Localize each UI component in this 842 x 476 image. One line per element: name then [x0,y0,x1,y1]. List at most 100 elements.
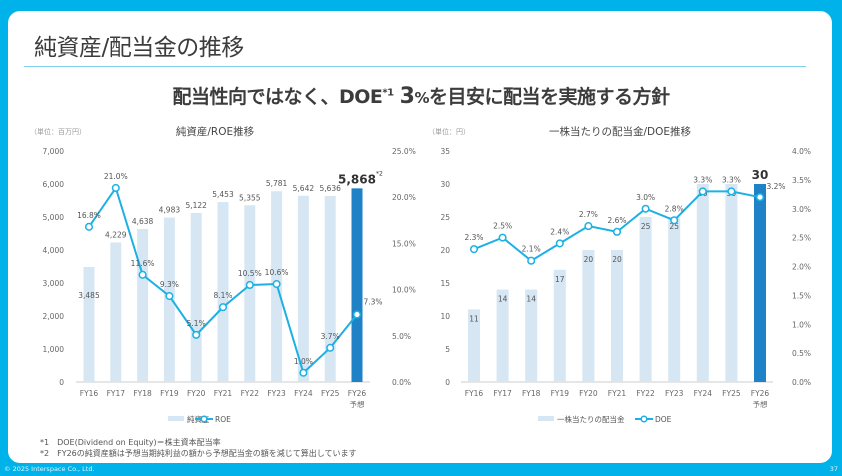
bar-value-label-highlight: 5,868 [338,172,376,186]
x-tick-label: FY24 [294,389,313,398]
unit-label: （単位：円） [428,127,470,136]
y-tick-label: 15 [440,279,450,288]
headline-percent: % [414,89,430,107]
line-value-label: 11.6% [131,259,155,268]
line-point [612,227,622,236]
bar-value-label: 5,781 [266,179,288,188]
y-tick-label: 0 [59,378,64,387]
line-point [527,256,536,265]
line-value-label: 2.7% [579,210,598,219]
line-value-label: 21.0% [104,172,128,181]
bar-value-label: 5,453 [212,190,234,199]
headline-footnote-mark: *1 [382,87,394,99]
page-number: 37 [829,465,838,473]
bar-value-label: 4,229 [105,230,127,239]
y-tick-label: 5,000 [43,213,65,222]
x-tick-label: FY19 [160,389,179,398]
legend-bar-label: 一株当たりの配当金 [557,414,625,424]
line-value-label: 2.4% [550,227,569,236]
y2-tick-label: 2.0% [792,263,811,272]
y2-tick-label: 2.5% [792,234,811,243]
bar-value-label: 20 [584,255,594,264]
line-point [111,183,120,193]
bar [137,228,149,382]
bar-value-label: 14 [498,295,508,304]
bar [525,289,538,382]
line-value-label: 2.5% [493,222,512,231]
net-assets-roe-chart: （単位：百万円） 純資産/ROE推移 0 1,000 2,000 3,000 4,000 5,… [30,125,416,424]
y-tick-label: 7,000 [43,147,65,156]
y2-tick-label: 10.0% [392,286,416,295]
bar [496,289,509,382]
line-value-label: 10.5% [238,269,262,278]
bar-value-label: 4,983 [159,206,181,215]
x-tick-label: FY26 [751,389,770,398]
y2-tick-label: 0.0% [392,378,411,387]
y-tick-label: 10 [440,312,450,321]
bar [297,195,309,382]
y2-tick-label: 1.0% [792,320,811,329]
footnote-1: *1 DOE(Dividend on Equity)＝株主資本配当率 [40,438,221,447]
x-tick-label: FY24 [694,389,713,398]
bar-value-label: 5,355 [239,193,261,202]
line-value-label: 2.3% [464,233,483,242]
x-tick-label: FY23 [267,389,286,398]
legend-bar-swatch [538,416,554,421]
line-point [352,310,362,319]
bar [190,212,202,382]
bar [696,184,709,382]
x-tick-label: FY20 [187,389,206,398]
bar-value-label-highlight: 30 [752,168,769,182]
x-tick-label: FY21 [608,389,627,398]
bar [725,184,738,382]
y2-tick-label: 0.0% [792,378,811,387]
bar [754,184,766,382]
y2-tick-label: 1.5% [792,291,811,300]
line-value-label: 3.2% [766,182,785,191]
footnote-2: *2 FY26の純資産額は予想当期純利益の額から予想配当金の額を減じて算出してい… [40,449,357,458]
x-tick-sublabel: 予想 [753,399,768,409]
line-point [84,222,94,231]
headline-number: 3 [399,84,415,109]
legend-bar-swatch [168,416,184,421]
headline-pre: 配当性向ではなく、DOE [172,86,383,108]
bar-value-label: 11 [469,314,479,323]
line-point [469,245,479,254]
y-tick-label: 35 [440,147,450,156]
legend-line-marker [640,415,648,423]
line-value-label: 3.7% [321,332,340,341]
line-point [165,292,174,301]
policy-headline: 配当性向ではなく、DOE*1 3%を目安に配当を実施する方針 [0,82,842,109]
x-tick-label: FY25 [722,389,741,398]
line-value-label: 16.8% [77,211,101,220]
x-tick-label: FY16 [80,389,99,398]
line-point [670,216,679,225]
x-tick-label: FY23 [665,389,684,398]
x-tick-label: FY25 [321,389,340,398]
line-value-label: 2.1% [522,245,541,254]
bar-value-label: 14 [526,295,536,304]
x-tick-label: FY16 [465,389,484,398]
bar [582,250,595,382]
y-tick-label: 25 [440,213,450,222]
y-tick-label: 4,000 [43,246,65,255]
y2-tick-label: 3.0% [792,205,811,214]
line-value-label: 8.1% [213,291,232,300]
line-value-label: 1.0% [294,357,313,366]
y2-tick-label: 25.0% [392,147,416,156]
line-point [498,233,507,242]
x-tick-sublabel: 予想 [350,399,365,409]
line-point [555,239,564,248]
bar [639,217,652,382]
line-point [218,303,228,312]
x-tick-label: FY18 [133,389,152,398]
y2-tick-label: 4.0% [792,147,811,156]
line-value-label: 5.1% [187,319,206,328]
bar-value-label: 4,638 [132,217,154,226]
line-value-label: 10.6% [265,268,289,277]
line-point [299,368,308,377]
y-tick-label: 2,000 [43,312,65,321]
line-point [584,222,593,231]
dividend-doe-chart: （単位：円） 一株当たりの配当金/DOE推移 0 5 10 15 20 25 30 35 0.0% 0… [428,125,811,424]
chart-title: 純資産/ROE推移 [176,125,255,138]
